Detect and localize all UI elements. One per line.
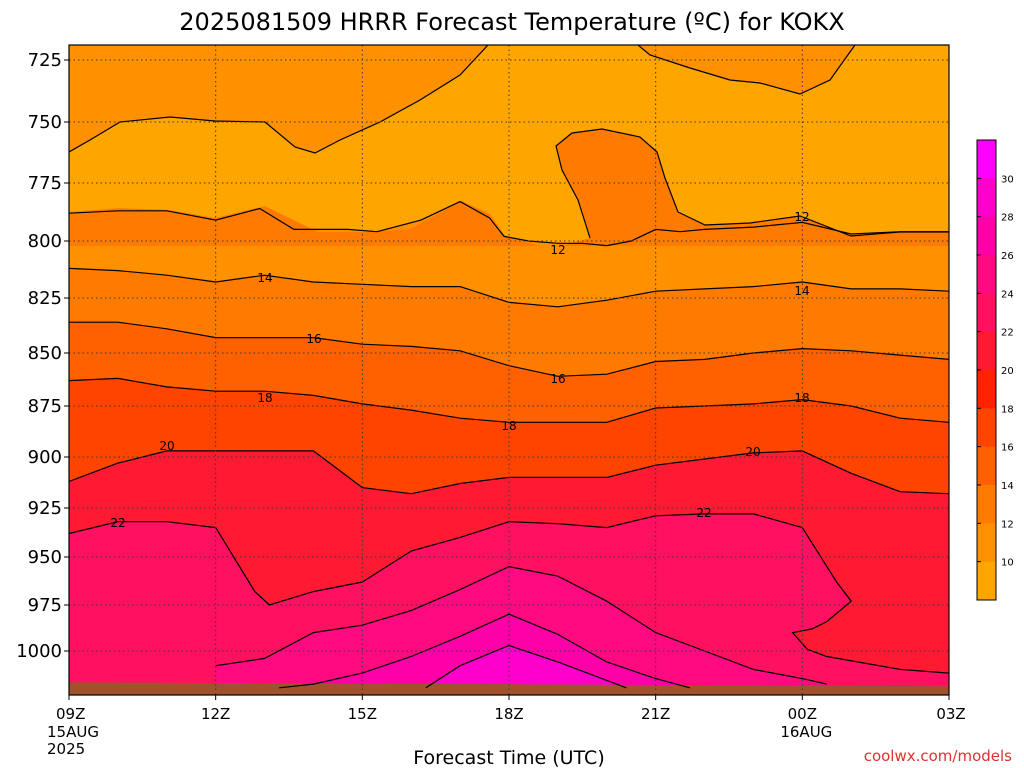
y-tick-label: 800 bbox=[28, 231, 62, 252]
x-tick-label: 21Z bbox=[641, 705, 670, 723]
colorbar-swatch bbox=[977, 140, 996, 179]
x-tick-label: 15Z bbox=[348, 705, 377, 723]
colorbar-label: 12 bbox=[1001, 519, 1014, 530]
y-tick-label: 1000 bbox=[16, 641, 62, 662]
x-tick-label: 18Z bbox=[494, 705, 523, 723]
contour-12-tongue bbox=[555, 128, 949, 239]
y-tick-label: 775 bbox=[28, 173, 62, 194]
colorbar-swatch bbox=[977, 485, 996, 524]
contour-labels: 12 12 14 14 16 16 18 18 18 20 20 22 22 bbox=[110, 210, 809, 530]
colorbar-label: 14 bbox=[1001, 481, 1014, 492]
colorbar-swatch bbox=[977, 523, 996, 563]
contour-label-16: 16 bbox=[550, 372, 565, 386]
colorbar-swatch bbox=[977, 561, 996, 601]
x-tick-label: 00Z bbox=[788, 705, 817, 723]
colorbar-label: 28 bbox=[1001, 213, 1014, 224]
x-tick-label: 03Z bbox=[936, 705, 965, 723]
x-axis-label: Forecast Time (UTC) bbox=[413, 747, 604, 768]
contour-label-14: 14 bbox=[257, 271, 272, 285]
contour-label-14: 14 bbox=[794, 284, 809, 298]
grid bbox=[69, 45, 949, 695]
colorbar-label: 10 bbox=[1001, 558, 1014, 569]
x-tick-label: 09Z bbox=[56, 705, 85, 723]
y-tick-label: 975 bbox=[28, 595, 62, 616]
y-axis: 725 750 775 800 825 850 875 900 925 950 975 1000 bbox=[16, 50, 69, 662]
warm-pocket-12-left bbox=[69, 45, 488, 153]
colorbar-swatch bbox=[977, 178, 996, 218]
contour-label-12: 12 bbox=[794, 210, 809, 224]
x-tick-sublabel: 16AUG bbox=[780, 723, 832, 741]
colorbar-label: 16 bbox=[1001, 443, 1014, 454]
y-tick-label: 875 bbox=[28, 396, 62, 417]
colorbar-swatch bbox=[977, 331, 996, 371]
y-tick-label: 950 bbox=[28, 547, 62, 568]
colorbar: 10 12 14 16 18 20 22 24 26 28 30 bbox=[976, 139, 1014, 601]
contour-label-12: 12 bbox=[550, 243, 565, 257]
contour-label-18: 18 bbox=[257, 391, 272, 405]
y-tick-label: 850 bbox=[28, 343, 62, 364]
credit-link[interactable]: coolwx.com/models bbox=[864, 747, 1012, 765]
chart-title: 2025081509 HRRR Forecast Temperature (ºC… bbox=[179, 8, 844, 36]
colorbar-swatch bbox=[977, 408, 996, 448]
colorbar-swatch bbox=[977, 293, 996, 333]
cool-tongue-12 bbox=[69, 129, 949, 246]
x-tick-label: 12Z bbox=[201, 705, 230, 723]
cool-pocket-12-right bbox=[638, 45, 855, 94]
y-tick-label: 725 bbox=[28, 50, 62, 71]
colorbar-label: 24 bbox=[1001, 289, 1014, 300]
contour-12-right-pocket bbox=[637, 45, 856, 95]
y-tick-label: 925 bbox=[28, 498, 62, 519]
colorbar-swatch bbox=[977, 255, 996, 294]
contour-label-18: 18 bbox=[794, 391, 809, 405]
contour-label-18: 18 bbox=[501, 419, 516, 433]
plot-frame bbox=[68, 44, 950, 696]
y-tick-label: 750 bbox=[28, 112, 62, 133]
colorbar-label: 20 bbox=[1001, 366, 1014, 377]
contour-label-22: 22 bbox=[110, 516, 125, 530]
contour-label-20: 20 bbox=[159, 439, 174, 453]
contour-line-22 bbox=[69, 513, 949, 674]
contour-label-22: 22 bbox=[696, 506, 711, 520]
x-tick-sublabel: 2025 bbox=[47, 740, 85, 758]
contour-line-28 bbox=[425, 644, 627, 689]
contour-label-20: 20 bbox=[745, 445, 760, 459]
colorbar-label: 18 bbox=[1001, 404, 1014, 415]
colorbar-label: 22 bbox=[1001, 328, 1014, 339]
colorbar-swatch bbox=[977, 370, 996, 409]
band-28-30 bbox=[425, 645, 627, 695]
y-tick-label: 825 bbox=[28, 288, 62, 309]
colorbar-swatch bbox=[977, 446, 996, 486]
y-tick-label: 900 bbox=[28, 447, 62, 468]
colorbar-label: 26 bbox=[1001, 251, 1014, 262]
colorbar-swatch bbox=[977, 216, 996, 256]
contour-line-26 bbox=[279, 613, 691, 689]
colorbar-label: 30 bbox=[1001, 174, 1014, 185]
contour-line-24 bbox=[215, 565, 827, 685]
x-tick-sublabel: 15AUG bbox=[47, 723, 99, 741]
contour-label-16: 16 bbox=[306, 332, 321, 346]
contour-line-18 bbox=[69, 377, 949, 423]
